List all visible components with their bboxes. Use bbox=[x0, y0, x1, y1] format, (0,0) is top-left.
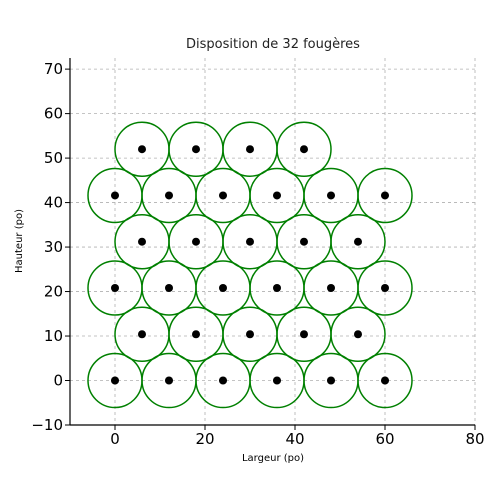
fern-circle bbox=[330, 306, 386, 363]
x-axis-ticks: 0 20 40 60 80 bbox=[110, 425, 485, 448]
fern-point bbox=[111, 191, 119, 200]
fern-point bbox=[111, 376, 119, 385]
fern-point bbox=[138, 145, 146, 154]
fern-point bbox=[192, 237, 200, 246]
fern-point bbox=[354, 237, 362, 246]
x-tick-label: 40 bbox=[285, 430, 304, 448]
x-tick-label: 0 bbox=[110, 430, 120, 448]
fern-point bbox=[165, 376, 173, 385]
y-axis-title: Hauteur (po) bbox=[14, 209, 25, 273]
fern-point bbox=[165, 283, 173, 292]
fern-point bbox=[138, 237, 146, 246]
fern-circle bbox=[357, 352, 413, 409]
chart-title: Disposition de 32 fougères bbox=[186, 37, 360, 52]
fern-point bbox=[273, 376, 281, 385]
fern-point bbox=[300, 145, 308, 154]
fern-circle bbox=[330, 213, 386, 270]
fern-point bbox=[246, 145, 254, 154]
fern-point bbox=[192, 330, 200, 339]
y-axis-ticks: −10 0 10 20 30 40 50 60 70 bbox=[31, 60, 70, 434]
y-tick-label: 20 bbox=[44, 283, 63, 301]
x-tick-label: 20 bbox=[195, 430, 214, 448]
y-tick-label: −10 bbox=[31, 416, 63, 434]
fern-point bbox=[327, 376, 335, 385]
x-tick-label: 60 bbox=[375, 430, 394, 448]
x-tick-label: 80 bbox=[465, 430, 484, 448]
y-tick-label: 60 bbox=[44, 105, 63, 123]
fern-points bbox=[111, 145, 389, 385]
y-tick-label: 40 bbox=[44, 194, 63, 212]
fern-point bbox=[327, 283, 335, 292]
fern-point bbox=[246, 237, 254, 246]
fern-circle bbox=[357, 167, 413, 224]
fern-point bbox=[300, 330, 308, 339]
fern-circle bbox=[357, 260, 413, 316]
y-tick-label: 50 bbox=[44, 149, 63, 167]
fern-point bbox=[381, 191, 389, 200]
fern-point bbox=[300, 237, 308, 246]
axes bbox=[69, 58, 475, 426]
fern-point bbox=[381, 376, 389, 385]
fern-point bbox=[273, 191, 281, 200]
fern-point bbox=[381, 283, 389, 292]
fern-point bbox=[219, 283, 227, 292]
x-axis-title: Largeur (po) bbox=[242, 453, 304, 464]
fern-circle bbox=[276, 121, 332, 177]
fern-point bbox=[192, 145, 200, 154]
fern-point bbox=[273, 283, 281, 292]
y-tick-label: 0 bbox=[53, 372, 63, 390]
fern-point bbox=[165, 191, 173, 200]
fern-point bbox=[138, 330, 146, 339]
fern-point bbox=[111, 283, 119, 292]
y-tick-label: 70 bbox=[44, 60, 63, 78]
fern-point bbox=[219, 191, 227, 200]
fern-circles bbox=[87, 121, 413, 409]
fern-point bbox=[219, 376, 227, 385]
y-tick-label: 30 bbox=[44, 238, 63, 256]
fern-point bbox=[246, 330, 254, 339]
y-tick-label: 10 bbox=[44, 327, 63, 345]
fern-point bbox=[354, 330, 362, 339]
fern-point bbox=[327, 191, 335, 200]
